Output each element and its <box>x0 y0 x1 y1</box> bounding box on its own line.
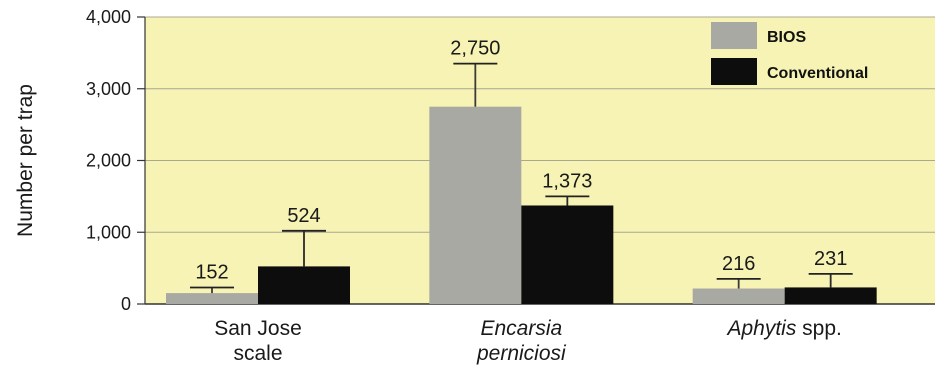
category-label: Encarsia <box>480 317 562 340</box>
legend-label: BIOS <box>767 29 806 46</box>
category-label: scale <box>233 342 282 365</box>
y-tick-label: 3,000 <box>86 79 131 99</box>
legend: BIOS Conventional <box>711 22 868 85</box>
data-labels: 152 524 2,750 1,373 216 231 <box>195 38 847 284</box>
data-label: 152 <box>195 261 228 283</box>
data-label: 524 <box>287 205 320 227</box>
category-label-normal: San Jose <box>214 317 302 340</box>
legend-swatch <box>711 58 757 85</box>
bar <box>258 266 350 304</box>
bar <box>521 205 614 304</box>
bar <box>692 288 785 304</box>
bar <box>166 293 258 304</box>
y-tick-label: 0 <box>121 294 131 314</box>
y-tick-label: 4,000 <box>86 7 131 27</box>
data-label: 216 <box>722 253 755 275</box>
category-label-normal: scale <box>233 342 282 365</box>
bar <box>784 287 877 304</box>
y-tick-label: 2,000 <box>86 151 131 171</box>
legend-swatch <box>711 22 757 49</box>
bar <box>429 106 522 304</box>
data-label: 2,750 <box>450 38 500 60</box>
bars <box>166 106 877 304</box>
category-label-italic: Aphytis <box>725 317 796 340</box>
y-axis-title: Number per trap <box>14 84 37 237</box>
category-label-normal: spp. <box>796 317 842 340</box>
y-tick-label: 1,000 <box>86 222 131 242</box>
category-label-italic: Encarsia <box>480 317 562 340</box>
y-axis-ticks: 0 1,000 2,000 3,000 4,000 <box>86 7 146 314</box>
error-bars <box>190 62 853 294</box>
data-label: 231 <box>814 248 847 270</box>
category-label-italic: perniciosi <box>476 342 567 365</box>
data-label: 1,373 <box>542 170 592 192</box>
category-label: San Jose <box>214 317 302 340</box>
category-label: perniciosi <box>476 342 567 365</box>
legend-label: Conventional <box>767 65 868 82</box>
category-label: Aphytis spp. <box>725 317 841 340</box>
